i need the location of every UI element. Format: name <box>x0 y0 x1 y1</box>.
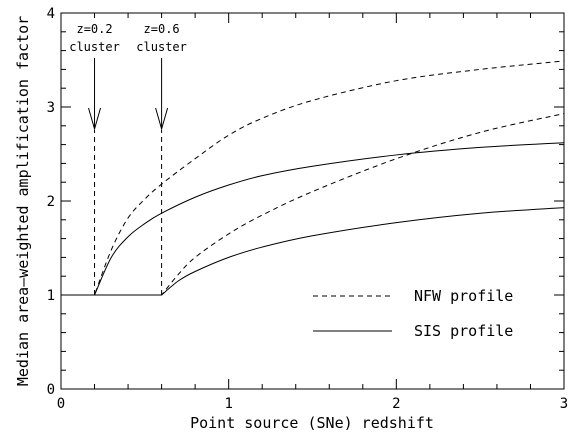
x-tick-label: 2 <box>392 396 400 412</box>
y-tick-label: 4 <box>47 6 55 22</box>
annotations: z=0.2 cluster z=0.6 cluster <box>69 22 187 295</box>
tick-labels: 0 1 2 3 0 1 2 3 4 <box>47 6 569 412</box>
series-nfw-z0.2 <box>61 60 565 296</box>
legend-label-sis: SIS profile <box>414 322 513 340</box>
x-tick-label: 1 <box>224 396 232 412</box>
cluster-label-name: cluster <box>136 40 187 54</box>
cluster-label-z: z=0.6 <box>144 22 180 36</box>
y-tick-label: 0 <box>47 382 55 398</box>
x-axis-title: Point source (SNe) redshift <box>190 414 434 432</box>
series-nfw-z0.6 <box>61 113 565 296</box>
legend: NFW profile SIS profile <box>313 287 513 340</box>
series-sis-z0.2 <box>61 142 565 296</box>
x-tick-label: 0 <box>57 396 65 412</box>
y-axis-title: Median area–weighted amplification facto… <box>14 16 32 386</box>
y-tick-label: 1 <box>47 288 55 304</box>
x-tick-label: 3 <box>560 396 568 412</box>
cluster-label-name: cluster <box>69 40 120 54</box>
series-layer <box>61 60 565 296</box>
arrow-down-icon <box>155 107 169 131</box>
arrow-down-icon <box>88 107 102 131</box>
y-tick-label: 3 <box>47 100 55 116</box>
legend-label-nfw: NFW profile <box>414 287 513 305</box>
y-tick-label: 2 <box>47 194 55 210</box>
axis-ticks <box>60 12 565 390</box>
cluster-label-z: z=0.2 <box>76 22 112 36</box>
series-sis-z0.6 <box>61 207 565 296</box>
